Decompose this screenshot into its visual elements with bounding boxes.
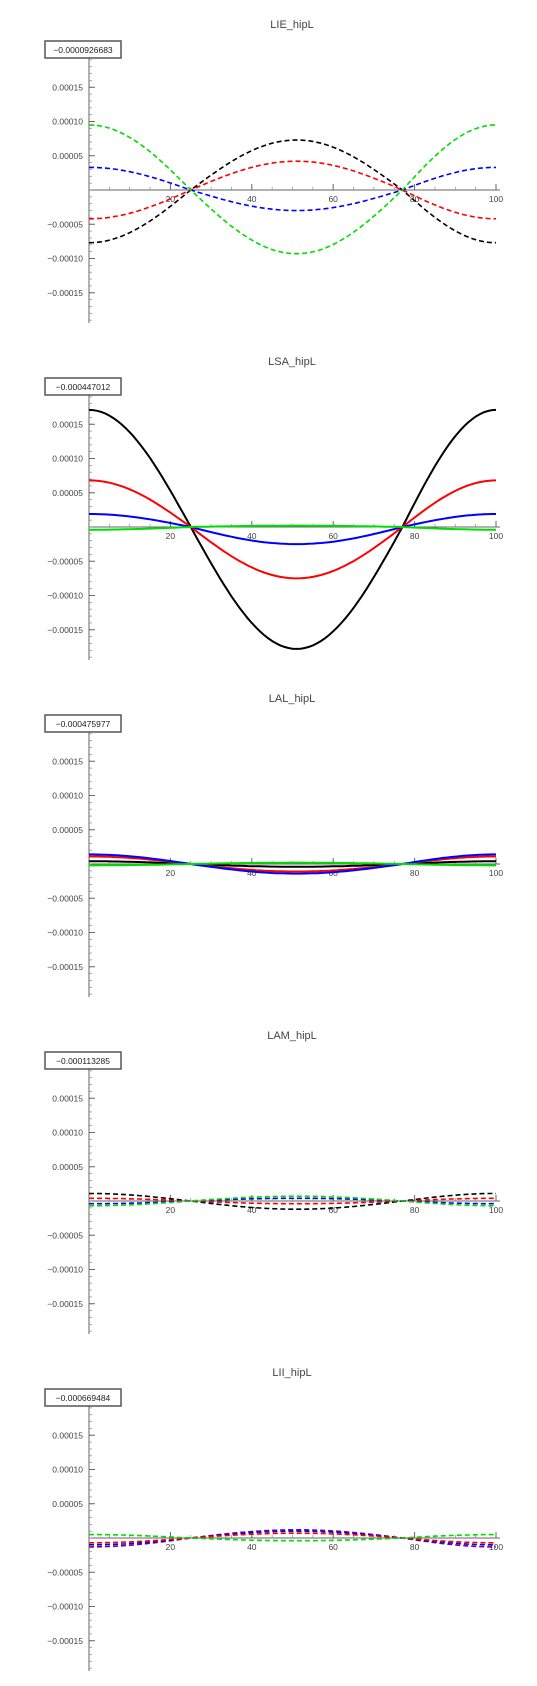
y-tick-label: 0.00005 bbox=[52, 151, 83, 161]
x-tick-label: 40 bbox=[247, 1542, 257, 1552]
y-tick-label: −0.00005 bbox=[47, 893, 83, 903]
y-tick-label: −0.00010 bbox=[47, 1265, 83, 1275]
y-tick-label: −0.00010 bbox=[47, 1602, 83, 1612]
x-tick-label: 60 bbox=[328, 531, 338, 541]
x-tick-label: 20 bbox=[166, 531, 176, 541]
svg-text:−0.000669484: −0.000669484 bbox=[56, 1393, 111, 1403]
value-badge: −0.000669484 bbox=[45, 1389, 121, 1406]
chart-title: LAM_hipL bbox=[267, 1030, 317, 1042]
chart-lii-hipl: LII_hipL −0.000669484 0.00015 0.00010 0.0000… bbox=[0, 1348, 537, 1685]
svg-text:−0.000447012: −0.000447012 bbox=[56, 382, 111, 392]
chart-title: LIE_hipL bbox=[270, 19, 313, 31]
y-tick-label: 0.00015 bbox=[52, 1093, 83, 1103]
x-tick-label: 20 bbox=[166, 1205, 176, 1215]
chart-title: LII_hipL bbox=[272, 1367, 311, 1379]
x-tick-label: 80 bbox=[410, 194, 420, 204]
x-tick-label: 60 bbox=[328, 1542, 338, 1552]
y-tick-label: 0.00010 bbox=[52, 1128, 83, 1138]
y-tick-label: 0.00010 bbox=[52, 1465, 83, 1475]
y-tick-label: 0.00015 bbox=[52, 756, 83, 766]
svg-text:−0.000475977: −0.000475977 bbox=[56, 719, 111, 729]
y-tick-label: −0.00015 bbox=[47, 1636, 83, 1646]
y-tick-label: 0.00015 bbox=[52, 419, 83, 429]
y-tick-label: −0.00010 bbox=[47, 591, 83, 601]
y-tick-label: 0.00005 bbox=[52, 1499, 83, 1509]
y-tick-label: −0.00015 bbox=[47, 962, 83, 972]
x-tick-label: 100 bbox=[489, 194, 503, 204]
y-tick-label: −0.00015 bbox=[47, 625, 83, 635]
chart-lie-hipl: LIE_hipL −0.0000926683 0.00015 0.00010 0.000… bbox=[0, 0, 537, 337]
chart-title: LSA_hipL bbox=[268, 356, 316, 368]
y-tick-label: −0.00010 bbox=[47, 254, 83, 264]
y-tick-label: 0.00015 bbox=[52, 82, 83, 92]
y-tick-label: 0.00010 bbox=[52, 117, 83, 127]
y-tick-label: −0.00015 bbox=[47, 1299, 83, 1309]
x-tick-label: 100 bbox=[489, 531, 503, 541]
y-tick-label: 0.00005 bbox=[52, 825, 83, 835]
x-tick-label: 60 bbox=[328, 1205, 338, 1215]
value-badge: −0.000447012 bbox=[45, 378, 121, 395]
y-tick-label: −0.00005 bbox=[47, 1567, 83, 1577]
value-badge: −0.000475977 bbox=[45, 715, 121, 732]
y-tick-label: −0.00005 bbox=[47, 219, 83, 229]
y-tick-label: 0.00005 bbox=[52, 488, 83, 498]
x-tick-label: 60 bbox=[328, 194, 338, 204]
value-badge: −0.0000926683 bbox=[45, 41, 121, 58]
x-tick-label: 100 bbox=[489, 868, 503, 878]
x-tick-label: 80 bbox=[410, 868, 420, 878]
chart-lam-hipl: LAM_hipL −0.000113285 0.00015 0.00010 0.0000… bbox=[0, 1011, 537, 1348]
y-tick-label: 0.00005 bbox=[52, 1162, 83, 1172]
svg-text:−0.0000926683: −0.0000926683 bbox=[53, 45, 113, 55]
y-tick-label: 0.00010 bbox=[52, 454, 83, 464]
y-tick-label: −0.00015 bbox=[47, 288, 83, 298]
y-tick-label: 0.00015 bbox=[52, 1430, 83, 1440]
value-badge: −0.000113285 bbox=[45, 1052, 121, 1069]
x-tick-label: 80 bbox=[410, 531, 420, 541]
chart-lal-hipl: LAL_hipL −0.000475977 0.00015 0.00010 0.0000… bbox=[0, 674, 537, 1011]
chart-title: LAL_hipL bbox=[269, 693, 316, 705]
x-tick-label: 80 bbox=[410, 1205, 420, 1215]
y-tick-label: −0.00005 bbox=[47, 1230, 83, 1240]
x-tick-label: 40 bbox=[247, 194, 257, 204]
y-tick-label: −0.00010 bbox=[47, 928, 83, 938]
x-tick-label: 20 bbox=[166, 868, 176, 878]
y-tick-label: 0.00010 bbox=[52, 791, 83, 801]
svg-text:−0.000113285: −0.000113285 bbox=[56, 1056, 110, 1066]
y-tick-label: −0.00005 bbox=[47, 556, 83, 566]
x-tick-label: 80 bbox=[410, 1542, 420, 1552]
x-tick-label: 20 bbox=[166, 1542, 176, 1552]
chart-lsa-hipl: LSA_hipL −0.000447012 0.00015 0.00010 0.0000… bbox=[0, 337, 537, 674]
